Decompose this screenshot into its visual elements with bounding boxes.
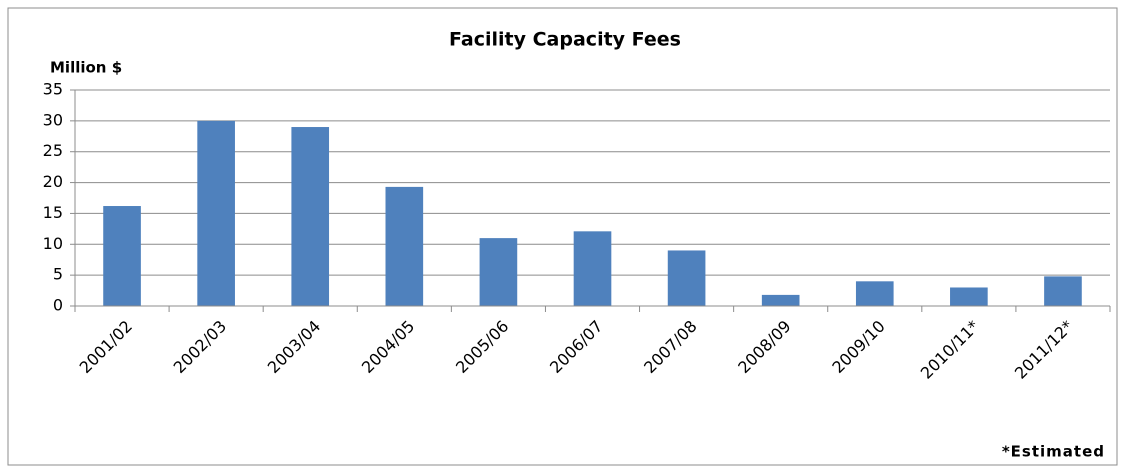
y-axis-label: Million $ [50,59,122,77]
y-tick-label: 30 [43,110,63,129]
y-tick-label: 15 [43,203,63,222]
annotation: *Estimated [1002,443,1105,461]
y-tick-label: 10 [43,234,63,253]
y-tick-label: 35 [43,80,63,99]
bar [1044,276,1082,306]
bar [950,287,988,306]
y-tick-label: 25 [43,141,63,160]
bar [761,294,800,306]
bar [197,120,235,306]
y-tick-label: 20 [43,172,63,191]
bar [385,186,424,306]
bar [667,250,706,306]
y-tick-label: 5 [53,265,63,284]
bar [291,127,330,307]
bar [855,281,894,306]
bar [573,231,612,306]
chart-title: Facility Capacity Fees [449,29,681,51]
bar [479,238,518,306]
y-tick-label: 0 [53,296,63,315]
chart-border [7,7,1118,466]
bar [103,206,141,306]
